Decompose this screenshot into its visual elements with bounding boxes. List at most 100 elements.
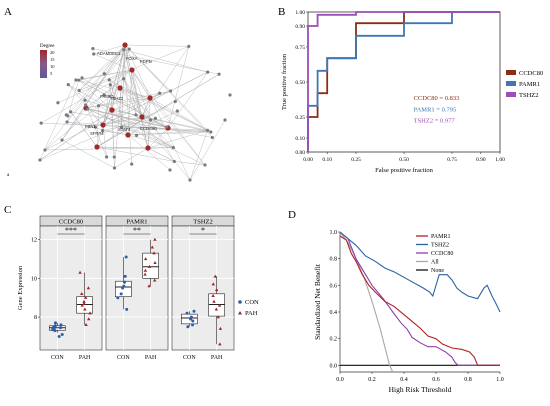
network-edge xyxy=(149,97,206,166)
pah-point xyxy=(88,311,92,315)
con-point xyxy=(122,284,126,288)
network-edges xyxy=(39,44,226,181)
network-hub-node xyxy=(122,42,128,48)
network-node xyxy=(210,135,214,140)
pah-point xyxy=(143,257,148,261)
network-edge xyxy=(61,139,115,169)
degree-legend-title: Degree xyxy=(40,44,55,49)
network-edge xyxy=(70,111,213,138)
dca-legend-label: CCDC80 xyxy=(431,251,453,257)
roc-legend-swatch xyxy=(506,92,516,97)
con-point xyxy=(122,280,126,284)
con-point xyxy=(53,324,57,328)
network-edge xyxy=(141,46,189,118)
box-x-tick-label: CON xyxy=(117,355,130,361)
pah-point xyxy=(217,303,222,307)
roc-x-tick-label: 0.00 xyxy=(303,157,313,163)
network-node xyxy=(206,128,210,132)
pah-point xyxy=(143,268,148,272)
network-edge xyxy=(61,49,124,141)
dca-legend-label: None xyxy=(431,268,444,274)
network-node xyxy=(66,114,70,118)
network-edge xyxy=(96,73,220,148)
network-edge xyxy=(102,130,129,136)
network-edge xyxy=(78,44,126,91)
con-point xyxy=(189,315,193,319)
panel-label-c: C xyxy=(4,204,11,216)
roc-y-tick-label: 0.25 xyxy=(295,115,305,121)
dca-legend-label: PAMR1 xyxy=(431,234,450,240)
network-node xyxy=(83,98,87,102)
dca-y-tick-label: 0.4 xyxy=(330,310,338,316)
network-hub-node xyxy=(145,145,151,151)
box-x-tick-label: PAH xyxy=(79,355,91,361)
network-node xyxy=(74,78,78,82)
network-edge xyxy=(119,87,122,128)
roc-x-tick-label: 0.90 xyxy=(476,157,486,163)
network-edge xyxy=(41,122,208,131)
panel-b: B 0.000.000.100.100.250.250.500.500.750.… xyxy=(278,6,543,174)
gene-label: SFRP4 xyxy=(90,131,104,136)
network-edge xyxy=(78,79,169,129)
box-y-tick-label: 12 xyxy=(31,238,37,244)
network-node xyxy=(122,48,126,52)
box-y-tick-label: 8 xyxy=(34,315,37,321)
network-node xyxy=(153,116,158,120)
network-edge xyxy=(124,44,137,115)
network-edge xyxy=(57,69,133,103)
facet-title: TSHZ2 xyxy=(193,219,213,226)
network-hub-node xyxy=(139,114,145,120)
degree-tick-5: 5 xyxy=(50,71,53,76)
roc-x-tick-label: 0.75 xyxy=(447,157,457,163)
network-node xyxy=(60,138,64,142)
pah-point xyxy=(82,299,86,303)
network-node xyxy=(80,76,84,80)
network-edge xyxy=(96,105,99,148)
box-x-tick-label: CON xyxy=(51,355,64,361)
gene-label: FBN1 xyxy=(85,124,96,129)
roc-y-axis-label: True positive fraction xyxy=(281,53,288,110)
box-legend-label: CON xyxy=(245,299,259,306)
con-point xyxy=(191,323,195,327)
network-edge xyxy=(189,119,226,181)
sig-stars: ** xyxy=(133,226,141,235)
network-node xyxy=(84,103,88,107)
network-edge xyxy=(85,107,169,129)
con-point xyxy=(125,307,129,311)
pah-point xyxy=(83,295,88,299)
dca-x-tick-label: 0.2 xyxy=(368,377,376,383)
network-edge xyxy=(111,109,137,136)
network-edge xyxy=(39,116,143,161)
box-y-tick-label: 10 xyxy=(31,276,37,282)
network-node xyxy=(69,110,73,114)
roc-auc-label: TSHZ2 = 0.977 xyxy=(414,118,456,125)
network-edge xyxy=(85,97,151,109)
network-node xyxy=(91,47,95,51)
dca-x-tick-label: 0.0 xyxy=(336,377,344,383)
roc-y-tick-label: 0.10 xyxy=(295,136,305,142)
dca-legend-label: TSHZ2 xyxy=(431,243,449,249)
network-edge xyxy=(92,48,220,75)
network-node xyxy=(65,120,69,124)
roc-legend-label: TSHZ2 xyxy=(519,92,539,99)
network-nodes xyxy=(38,42,232,182)
pah-point xyxy=(78,270,82,274)
box-legend-marker-pah xyxy=(238,311,242,315)
network-edge xyxy=(127,110,178,136)
network-edge xyxy=(44,87,121,151)
network-edge xyxy=(147,147,175,162)
panel-d: D 0.0 0.2 0.4 0.6 0.8 1.0 0.0 0.2 0.4 0.6 0.8 1.0 Hi… xyxy=(288,209,504,394)
network-edge xyxy=(87,108,107,158)
gene-label: TSHZ2 xyxy=(110,96,124,101)
con-point xyxy=(119,292,123,296)
network-node xyxy=(77,88,81,93)
roc-x-tick-label: 0.10 xyxy=(322,157,332,163)
network-edge xyxy=(102,114,137,126)
gene-label: ADAMDEC1 xyxy=(97,51,121,56)
network-node xyxy=(209,130,213,134)
network-node xyxy=(92,52,96,56)
pah-point xyxy=(147,284,151,288)
